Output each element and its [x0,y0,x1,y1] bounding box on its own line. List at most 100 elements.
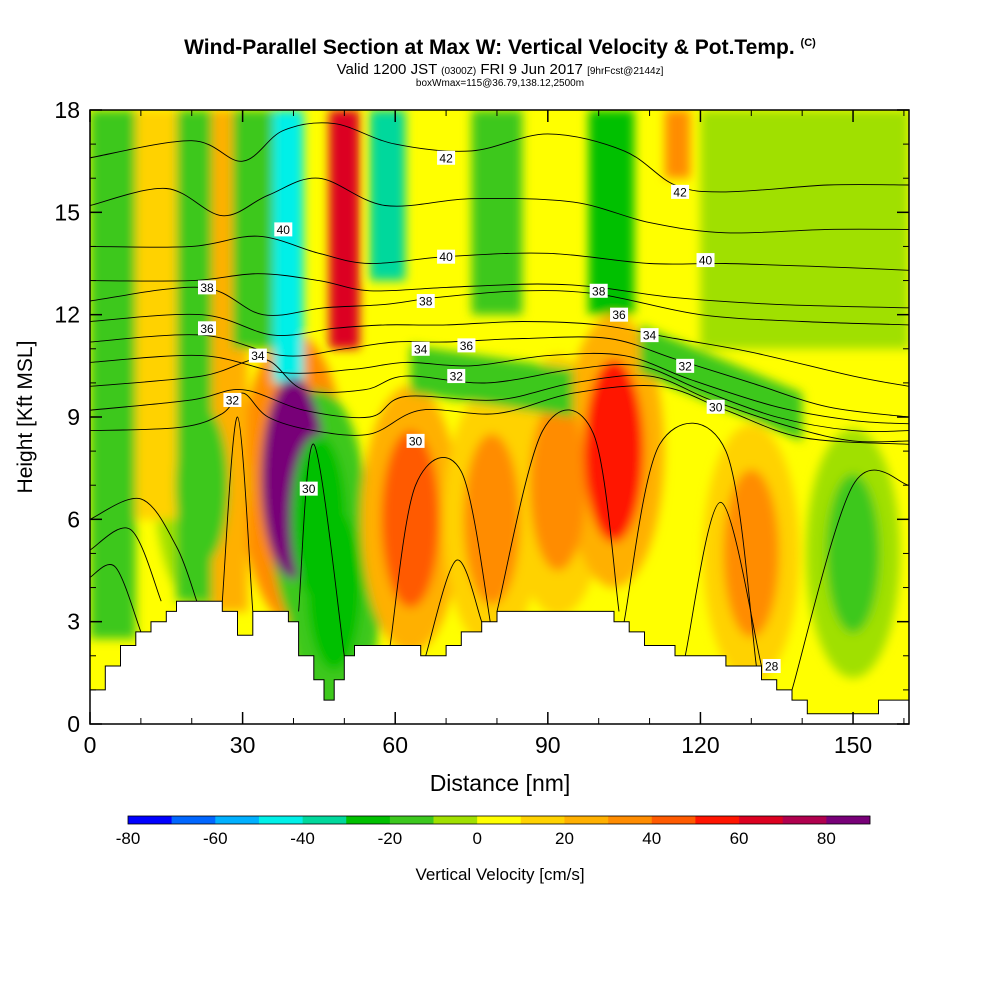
theta-42-contour [90,122,909,193]
colorbar-swatch [346,816,391,824]
theta-label-bg-2 [274,222,293,237]
theta-label: 30 [409,434,423,448]
x-axis-label: Distance [nm] [430,770,571,796]
chart-title: Wind-Parallel Section at Max W: Vertical… [0,36,1000,60]
theta-37-contour [90,313,909,387]
theta-label-bg-17 [299,481,318,496]
theta-label-bg-12 [411,341,430,356]
theta-41-contour [90,177,909,234]
w-cell-15 [381,430,440,608]
colorbar-swatch [651,816,696,824]
colorbar-swatch [128,816,172,824]
w-shading [90,110,909,716]
colorbar-swatch [215,816,260,824]
y-tick-label: 18 [54,97,80,123]
theta-label-bg-15 [447,369,466,384]
theta-label: 36 [460,339,474,353]
w-cell-19 [723,469,780,638]
colorbar-label: Vertical Velocity [cm/s] [415,865,584,884]
colorbar-tick-label: 40 [642,829,661,848]
w-column-7 [369,110,406,281]
theta-35-contour [90,352,909,425]
colorbar-swatch [782,816,827,824]
theta-label-bg-20 [762,659,781,674]
x-tick-label: 30 [230,732,256,758]
x-tick-label: 90 [535,732,561,758]
colorbar-swatch [433,816,478,824]
colorbar-swatch [171,816,216,824]
w-column-8 [471,110,523,315]
theta-low-contour-6 [425,559,483,656]
y-tick-label: 6 [67,506,80,532]
colorbar: -80 -60 -40 -20 0 20 40 60 80 [116,815,871,848]
w-cell-21 [175,405,229,565]
theta-label: 32 [678,359,692,373]
theta-low-contour-5 [389,457,493,646]
valid-utc: (0300Z) [441,66,477,77]
theta-label-bg-0 [437,150,456,165]
colorbar-tick-label: 20 [555,829,574,848]
w-cell-17 [529,399,587,571]
theta-label: 34 [251,349,265,363]
theta-label-bg-1 [671,184,690,199]
theta-33-contour [90,374,909,443]
contour-labels: 42 42 40 40 40 38 38 38 36 36 36 34 34 34 32 32 32 30 30 30… [198,150,781,674]
colorbar-swatch [695,816,740,824]
colorbar-tick-label: 60 [730,829,749,848]
theta-label: 42 [439,151,453,165]
y-axis-label: Height [Kft MSL] [14,341,37,494]
colorbar-outline [127,815,871,825]
y-tick-label: 12 [54,302,80,328]
theta-label-bg-3 [437,249,456,264]
colorbar-swatch [826,816,871,824]
theta-label: 36 [612,308,626,322]
theta-label: 40 [699,254,713,268]
valid-date: FRI 9 Jun 2017 [480,61,583,78]
theta-label: 30 [709,400,723,414]
theta-label: 28 [765,660,779,674]
chart-title-text: Wind-Parallel Section at Max W: Vertical… [184,36,795,59]
x-tick-label: 60 [382,732,408,758]
theta-label: 38 [200,281,214,295]
colorbar-tick-label: -80 [116,829,141,848]
theta-low-contour-10 [791,469,909,691]
theta-label-bg-6 [416,294,435,309]
chart-subtitle: Valid 1200 JST (0300Z) FRI 9 Jun 2017 [9… [0,61,1000,78]
y-tick-label: 9 [67,404,80,430]
theta-label-bg-18 [406,433,425,448]
theta-label: 36 [200,322,214,336]
theta-low-contour-9 [684,501,762,667]
colorbar-swatch [389,816,434,824]
theta-label-bg-14 [223,392,242,407]
theta-label-bg-13 [640,328,659,343]
theta-label: 32 [226,393,240,407]
theta-39-contour [90,273,909,309]
theta-label: 40 [439,250,453,264]
w-column-9 [588,110,635,315]
valid-time: Valid 1200 JST [336,61,437,78]
colorbar-swatch [258,816,303,824]
colorbar-swatch [302,816,347,824]
theta-label-bg-10 [610,307,629,322]
box-info: boxWmax=115@36.79,138.12,2500m [415,78,585,89]
theta-label-bg-5 [198,280,216,295]
w-cell-18 [584,359,644,543]
theta-low-contour-1 [90,527,162,602]
w-column-0 [90,110,136,639]
theta-38-contour [90,286,909,326]
theta-32-contour [90,385,909,445]
theta-label-bg-7 [589,283,608,298]
y-tick-label: 15 [54,199,80,225]
terrain [89,600,910,725]
theta-label-bg-9 [457,338,476,353]
forecast-info: [9hrFcst@2144z] [587,66,664,77]
theta-label: 40 [277,223,291,237]
colorbar-tick-label: -20 [378,829,403,848]
chart-title-sup: (C) [800,37,816,49]
theta-label-bg-16 [676,358,695,373]
theta-label: 32 [450,370,464,384]
theta-low-contour-0 [90,497,198,602]
w-cell-20 [826,473,880,633]
